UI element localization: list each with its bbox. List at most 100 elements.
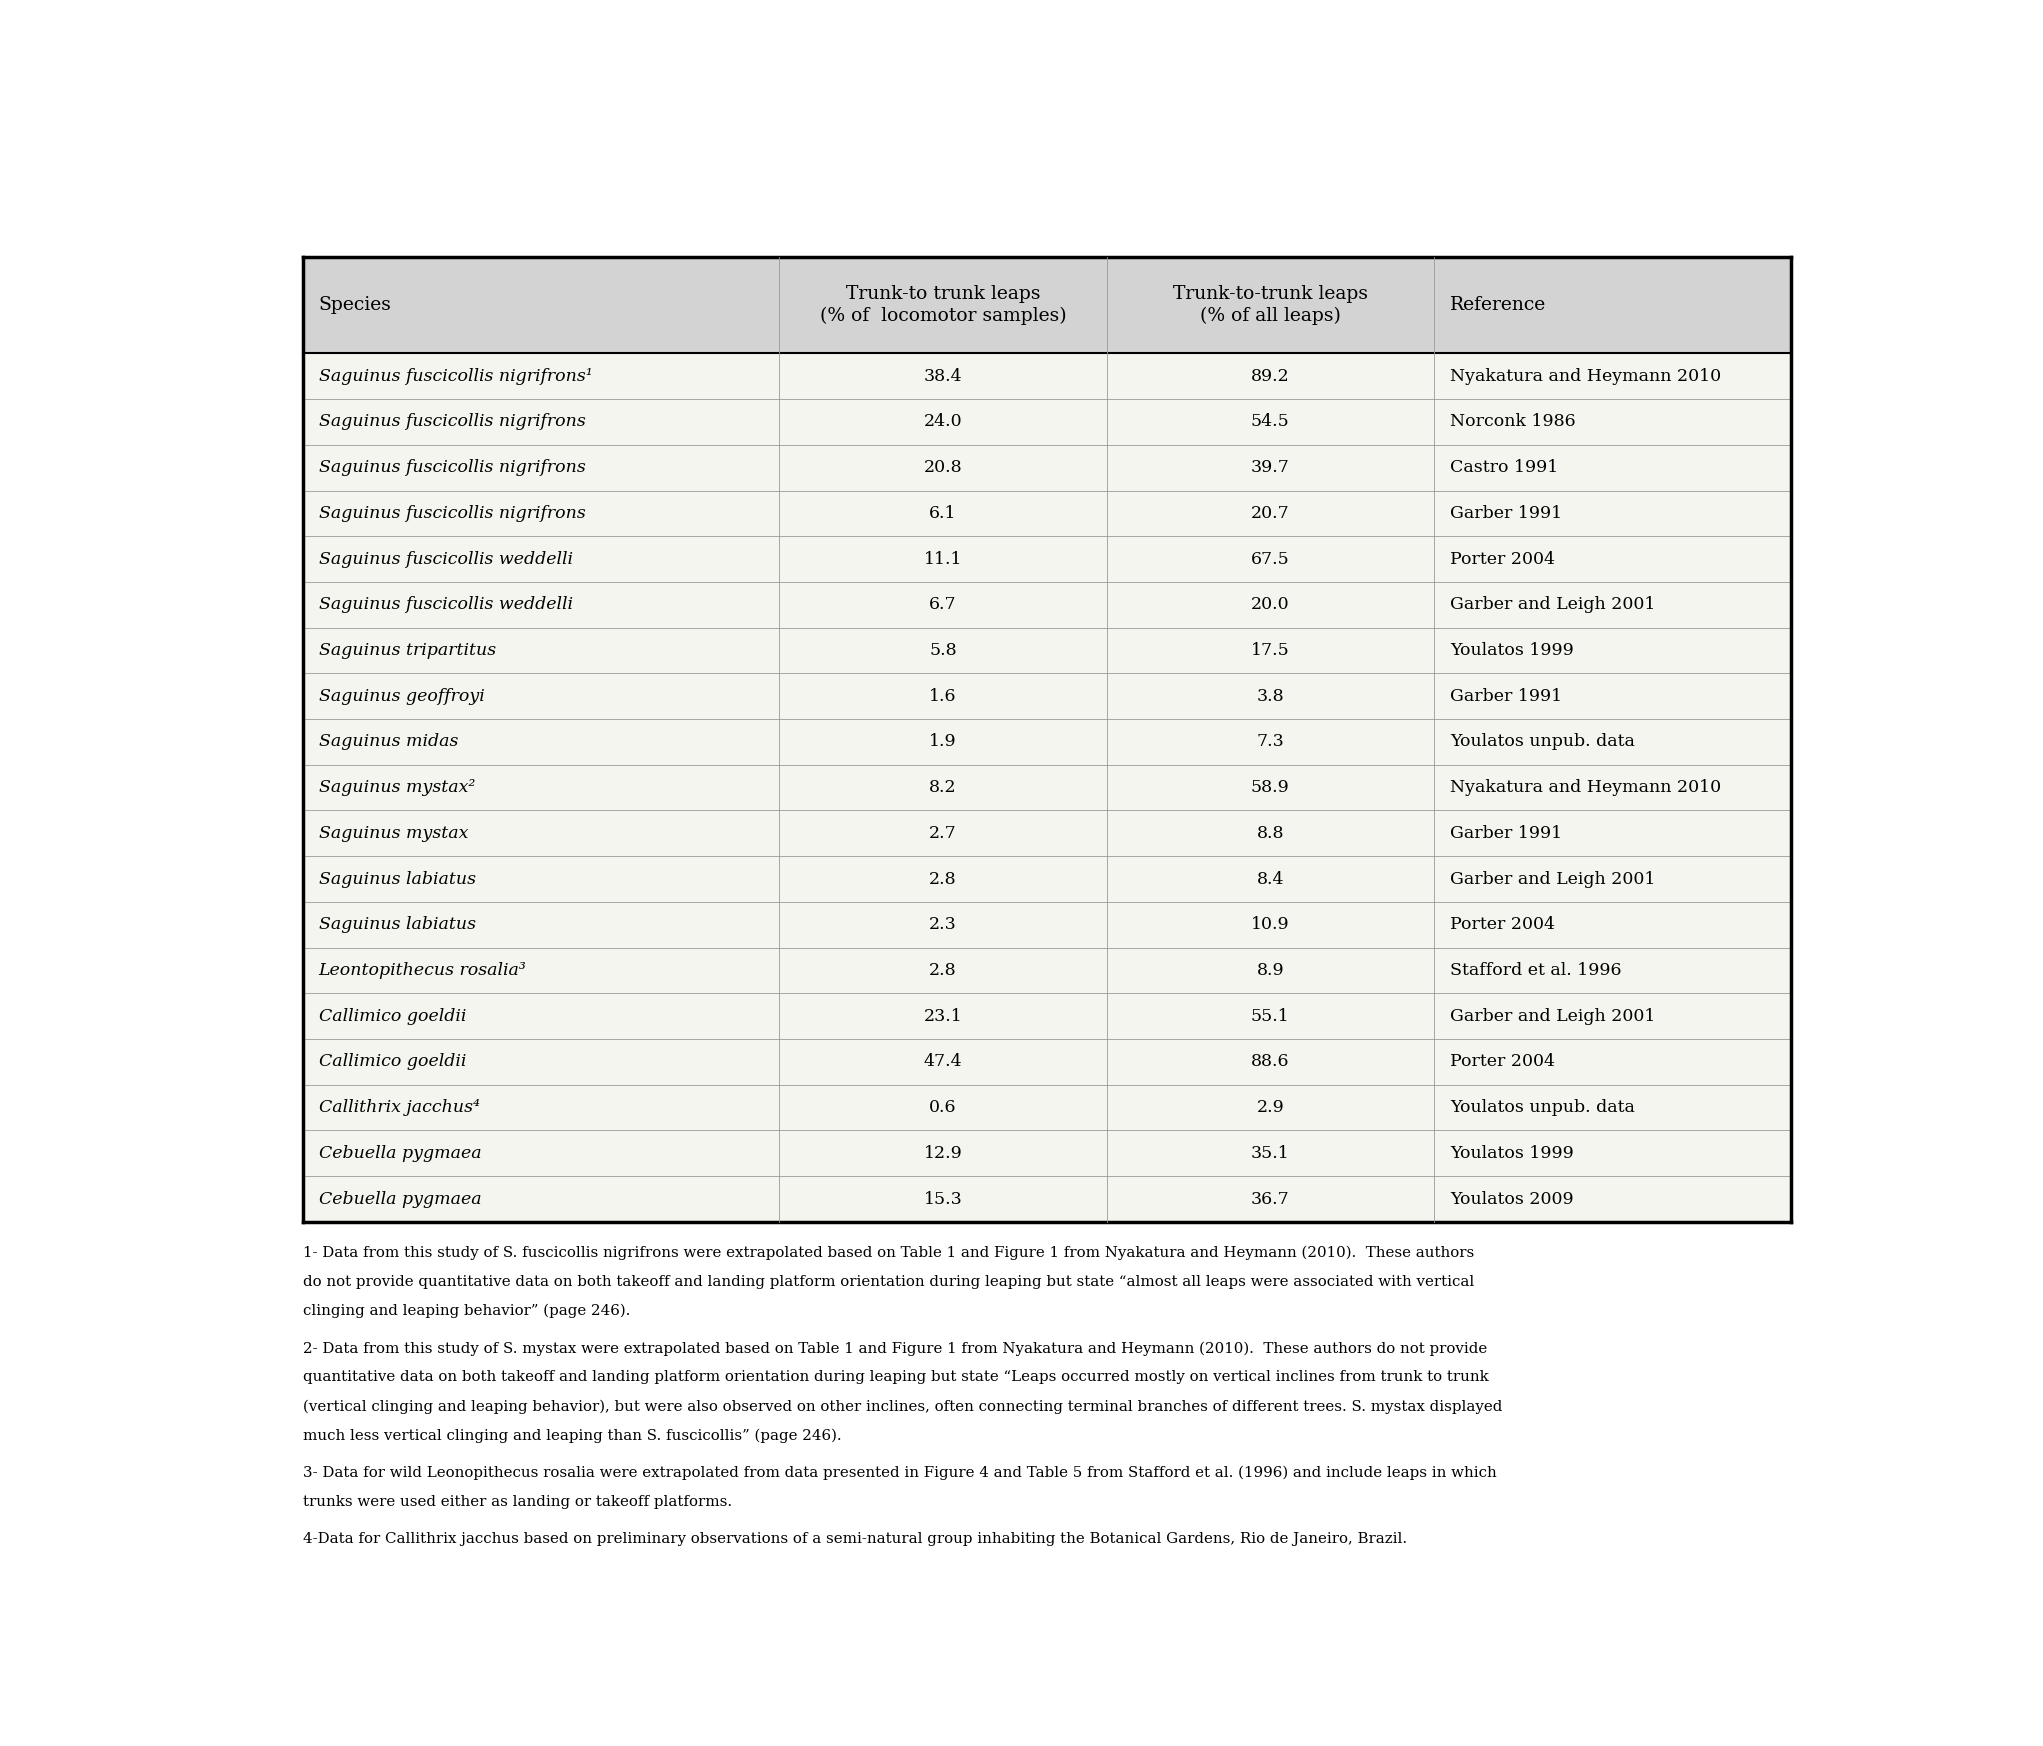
Text: 36.7: 36.7 bbox=[1250, 1191, 1289, 1208]
Bar bbox=[302, 1177, 1792, 1222]
Text: Trunk-to-trunk leaps
(% of all leaps): Trunk-to-trunk leaps (% of all leaps) bbox=[1173, 285, 1367, 325]
Text: Castro 1991: Castro 1991 bbox=[1451, 459, 1559, 477]
Text: trunks were used either as landing or takeoff platforms.: trunks were used either as landing or ta… bbox=[302, 1495, 731, 1509]
Bar bbox=[302, 856, 1792, 903]
Text: 6.1: 6.1 bbox=[930, 505, 956, 522]
Bar bbox=[302, 445, 1792, 491]
Bar bbox=[302, 257, 1792, 353]
Text: Cebuella pygmaea: Cebuella pygmaea bbox=[319, 1191, 482, 1208]
Text: 0.6: 0.6 bbox=[930, 1098, 956, 1116]
Text: 20.0: 20.0 bbox=[1250, 597, 1289, 613]
Text: Saguinus fuscicollis weddelli: Saguinus fuscicollis weddelli bbox=[319, 550, 572, 567]
Bar bbox=[302, 627, 1792, 674]
Text: 67.5: 67.5 bbox=[1250, 550, 1289, 567]
Text: Garber and Leigh 2001: Garber and Leigh 2001 bbox=[1451, 597, 1655, 613]
Text: Norconk 1986: Norconk 1986 bbox=[1451, 414, 1575, 431]
Text: Garber 1991: Garber 1991 bbox=[1451, 505, 1563, 522]
Text: Youlatos 2009: Youlatos 2009 bbox=[1451, 1191, 1573, 1208]
Text: Youlatos unpub. data: Youlatos unpub. data bbox=[1451, 1098, 1634, 1116]
Text: 17.5: 17.5 bbox=[1250, 643, 1289, 658]
Text: 24.0: 24.0 bbox=[923, 414, 962, 431]
Text: 8.2: 8.2 bbox=[930, 779, 956, 796]
Text: 35.1: 35.1 bbox=[1250, 1145, 1289, 1161]
Text: Nyakatura and Heymann 2010: Nyakatura and Heymann 2010 bbox=[1451, 368, 1720, 384]
Text: Garber and Leigh 2001: Garber and Leigh 2001 bbox=[1451, 871, 1655, 887]
Text: 1- Data from this study of S. fuscicollis nigrifrons were extrapolated based on : 1- Data from this study of S. fuscicolli… bbox=[302, 1247, 1475, 1261]
Bar bbox=[302, 810, 1792, 856]
Bar bbox=[302, 400, 1792, 445]
Text: Saguinus fuscicollis nigrifrons¹: Saguinus fuscicollis nigrifrons¹ bbox=[319, 368, 592, 384]
Bar bbox=[302, 1130, 1792, 1177]
Text: 6.7: 6.7 bbox=[930, 597, 956, 613]
Text: 2.7: 2.7 bbox=[930, 824, 956, 842]
Text: 15.3: 15.3 bbox=[923, 1191, 962, 1208]
Text: Stafford et al. 1996: Stafford et al. 1996 bbox=[1451, 962, 1622, 980]
Text: 89.2: 89.2 bbox=[1250, 368, 1289, 384]
Text: Saguinus fuscicollis nigrifrons: Saguinus fuscicollis nigrifrons bbox=[319, 505, 586, 522]
Text: 12.9: 12.9 bbox=[923, 1145, 962, 1161]
Text: Garber 1991: Garber 1991 bbox=[1451, 688, 1563, 705]
Text: do not provide quantitative data on both takeoff and landing platform orientatio: do not provide quantitative data on both… bbox=[302, 1275, 1475, 1289]
Bar bbox=[302, 903, 1792, 948]
Text: 11.1: 11.1 bbox=[923, 550, 962, 567]
Text: 1.6: 1.6 bbox=[930, 688, 956, 705]
Text: 20.8: 20.8 bbox=[923, 459, 962, 477]
Text: 2.9: 2.9 bbox=[1256, 1098, 1285, 1116]
Text: 8.8: 8.8 bbox=[1256, 824, 1285, 842]
Text: Saguinus fuscicollis nigrifrons: Saguinus fuscicollis nigrifrons bbox=[319, 459, 586, 477]
Text: Garber and Leigh 2001: Garber and Leigh 2001 bbox=[1451, 1007, 1655, 1025]
Text: Garber 1991: Garber 1991 bbox=[1451, 824, 1563, 842]
Text: 4-Data for Callithrix jacchus based on preliminary observations of a semi-natura: 4-Data for Callithrix jacchus based on p… bbox=[302, 1533, 1408, 1547]
Bar bbox=[302, 581, 1792, 627]
Text: 55.1: 55.1 bbox=[1250, 1007, 1289, 1025]
Text: 1.9: 1.9 bbox=[930, 733, 956, 751]
Text: 10.9: 10.9 bbox=[1250, 917, 1289, 934]
Text: 20.7: 20.7 bbox=[1250, 505, 1289, 522]
Text: Callimico goeldii: Callimico goeldii bbox=[319, 1053, 466, 1070]
Text: 8.9: 8.9 bbox=[1256, 962, 1285, 980]
Bar bbox=[302, 353, 1792, 400]
Text: Porter 2004: Porter 2004 bbox=[1451, 917, 1555, 934]
Text: 39.7: 39.7 bbox=[1250, 459, 1289, 477]
Text: Saguinus fuscicollis weddelli: Saguinus fuscicollis weddelli bbox=[319, 597, 572, 613]
Text: 2- Data from this study of S. mystax were extrapolated based on Table 1 and Figu: 2- Data from this study of S. mystax wer… bbox=[302, 1341, 1487, 1357]
Text: Saguinus mystax²: Saguinus mystax² bbox=[319, 779, 476, 796]
Text: 2.8: 2.8 bbox=[930, 871, 956, 887]
Text: much less vertical clinging and leaping than S. fuscicollis” (page 246).: much less vertical clinging and leaping … bbox=[302, 1428, 842, 1442]
Bar bbox=[302, 765, 1792, 810]
Bar bbox=[302, 674, 1792, 719]
Text: 5.8: 5.8 bbox=[930, 643, 956, 658]
Text: clinging and leaping behavior” (page 246).: clinging and leaping behavior” (page 246… bbox=[302, 1304, 629, 1318]
Bar bbox=[302, 719, 1792, 765]
Text: Reference: Reference bbox=[1451, 297, 1547, 314]
Text: Youlatos unpub. data: Youlatos unpub. data bbox=[1451, 733, 1634, 751]
Text: 54.5: 54.5 bbox=[1250, 414, 1289, 431]
Text: 3- Data for wild Leonopithecus rosalia were extrapolated from data presented in : 3- Data for wild Leonopithecus rosalia w… bbox=[302, 1465, 1498, 1481]
Text: Saguinus tripartitus: Saguinus tripartitus bbox=[319, 643, 496, 658]
Bar bbox=[302, 491, 1792, 536]
Text: 2.3: 2.3 bbox=[930, 917, 956, 934]
Bar bbox=[302, 536, 1792, 581]
Text: Saguinus mystax: Saguinus mystax bbox=[319, 824, 468, 842]
Text: Porter 2004: Porter 2004 bbox=[1451, 550, 1555, 567]
Bar bbox=[302, 1084, 1792, 1130]
Text: 47.4: 47.4 bbox=[923, 1053, 962, 1070]
Text: 58.9: 58.9 bbox=[1250, 779, 1289, 796]
Text: 38.4: 38.4 bbox=[923, 368, 962, 384]
Bar bbox=[302, 1039, 1792, 1084]
Text: 88.6: 88.6 bbox=[1250, 1053, 1289, 1070]
Text: Porter 2004: Porter 2004 bbox=[1451, 1053, 1555, 1070]
Text: Trunk-to trunk leaps
(% of  locomotor samples): Trunk-to trunk leaps (% of locomotor sam… bbox=[819, 285, 1066, 325]
Text: Youlatos 1999: Youlatos 1999 bbox=[1451, 1145, 1573, 1161]
Text: Callimico goeldii: Callimico goeldii bbox=[319, 1007, 466, 1025]
Text: Saguinus labiatus: Saguinus labiatus bbox=[319, 871, 476, 887]
Text: Saguinus fuscicollis nigrifrons: Saguinus fuscicollis nigrifrons bbox=[319, 414, 586, 431]
Text: Saguinus geoffroyi: Saguinus geoffroyi bbox=[319, 688, 484, 705]
Text: (vertical clinging and leaping behavior), but were also observed on other inclin: (vertical clinging and leaping behavior)… bbox=[302, 1399, 1502, 1414]
Text: Saguinus labiatus: Saguinus labiatus bbox=[319, 917, 476, 934]
Bar bbox=[302, 948, 1792, 993]
Text: Leontopithecus rosalia³: Leontopithecus rosalia³ bbox=[319, 962, 527, 980]
Text: Youlatos 1999: Youlatos 1999 bbox=[1451, 643, 1573, 658]
Bar bbox=[302, 993, 1792, 1039]
Text: 7.3: 7.3 bbox=[1256, 733, 1285, 751]
